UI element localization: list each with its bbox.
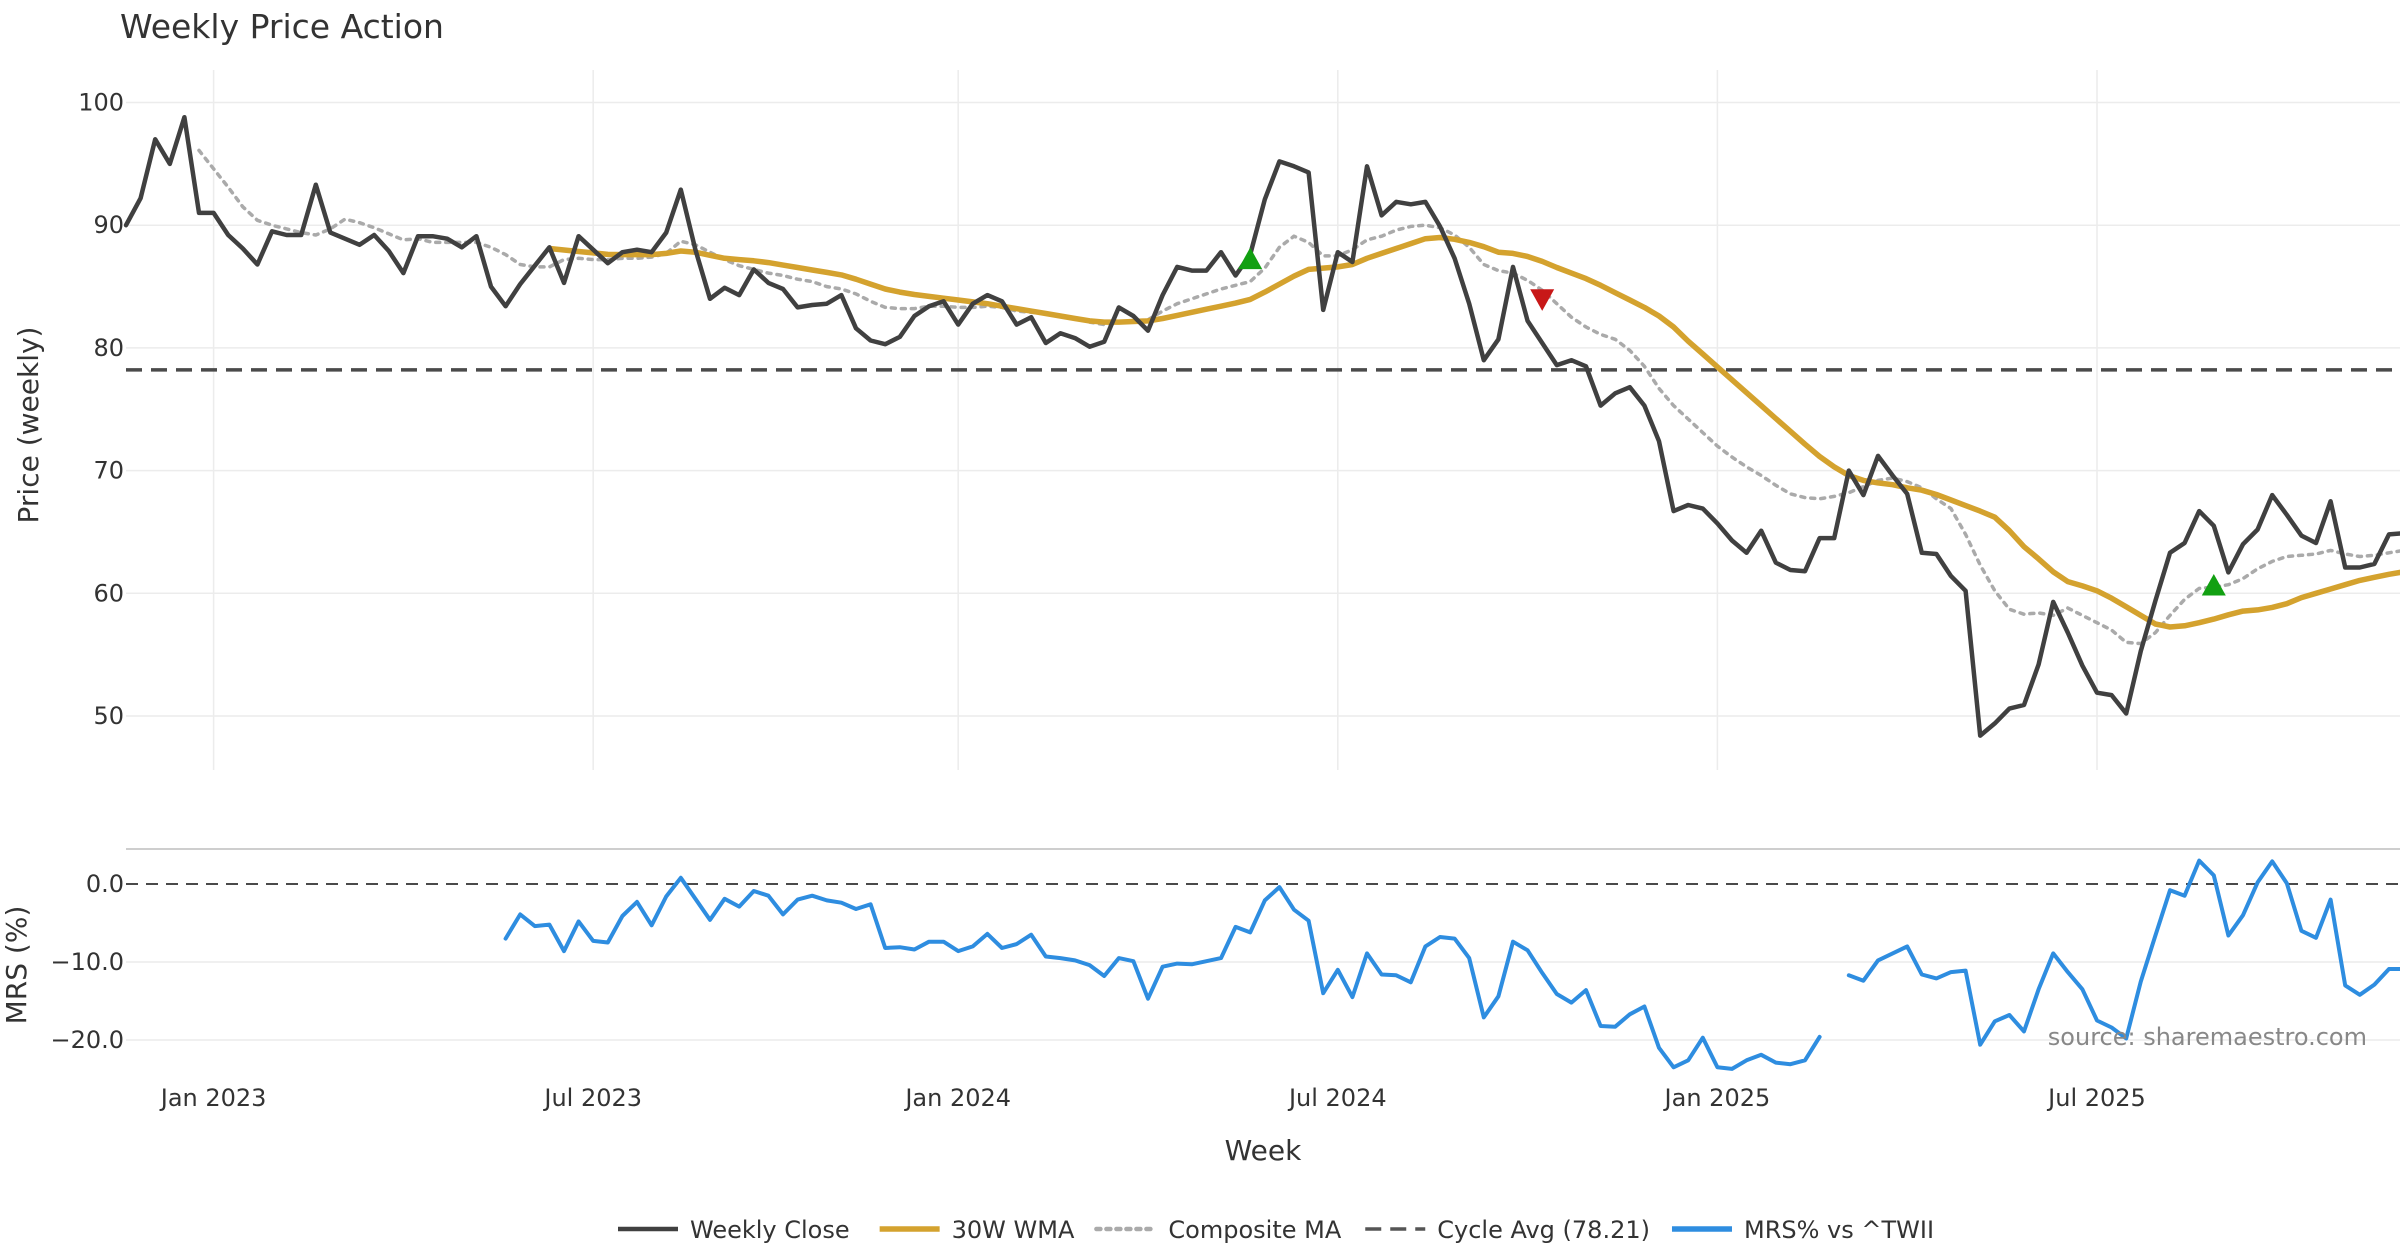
wma-30w-line [546, 234, 2400, 630]
x-tick-label: Jan 2025 [1663, 1084, 1771, 1112]
buy-signal-marker [2201, 573, 2226, 596]
legend-label: Weekly Close [690, 1216, 850, 1244]
legend: Weekly Close 30W WMA Composite MA Cycle Avg… [618, 1216, 1934, 1244]
x-tick-label: Jul 2024 [1287, 1084, 1387, 1112]
x-tick-label: Jan 2024 [903, 1084, 1011, 1112]
legend-label: 30W WMA [952, 1216, 1075, 1244]
x-ticks: Jan 2023 Jul 2023 Jan 2024 Jul 2024 Jan 2025… [159, 1084, 2146, 1112]
price-y-ticks: 50 60 70 80 90 100 [78, 89, 124, 731]
mrs-y-tick-label: −10.0 [50, 948, 124, 976]
x-tick-label: Jan 2023 [159, 1084, 267, 1112]
buy-signal-marker [1238, 247, 1263, 270]
mrs-y-tick-label: 0.0 [86, 870, 124, 898]
mrs-grid [126, 961, 2400, 1041]
legend-label: Composite MA [1168, 1216, 1341, 1244]
price-y-tick-label: 50 [93, 702, 124, 730]
price-y-tick-label: 70 [93, 457, 124, 485]
price-y-tick-label: 60 [93, 579, 124, 607]
legend-label: MRS% vs ^TWII [1744, 1216, 1934, 1244]
x-axis-label: Week [1225, 1134, 1302, 1167]
chart-title: Weekly Price Action [120, 7, 444, 46]
composite-ma-line [197, 148, 2400, 646]
price-y-tick-label: 90 [93, 211, 124, 239]
x-tick-label: Jul 2025 [2046, 1084, 2146, 1112]
weekly-close-line [123, 114, 2400, 738]
price-y-tick-label: 80 [93, 334, 124, 362]
price-y-tick-label: 100 [78, 89, 124, 117]
mrs-line [503, 858, 2400, 1071]
x-tick-label: Jul 2023 [542, 1084, 642, 1112]
source-note: source: sharemaestro.com [2048, 1023, 2367, 1051]
legend-label: Cycle Avg (78.21) [1437, 1216, 1650, 1244]
series-layer [123, 114, 2400, 1071]
sell-signal-marker [1530, 289, 1555, 311]
price-y-axis-label: Price (weekly) [12, 327, 45, 524]
mrs-y-axis-label: MRS (%) [0, 906, 33, 1025]
mrs-y-tick-label: −20.0 [50, 1026, 124, 1054]
signal-markers [1238, 247, 2226, 596]
mrs-y-ticks: 0.0 −10.0 −20.0 [50, 870, 124, 1054]
price-grid [126, 70, 2400, 770]
